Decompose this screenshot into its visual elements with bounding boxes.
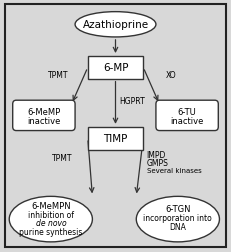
Text: TIMP: TIMP <box>103 134 128 144</box>
Text: 6-TGN: 6-TGN <box>165 205 191 214</box>
Text: GMPS: GMPS <box>147 158 169 167</box>
Text: purine synthesis: purine synthesis <box>19 227 82 236</box>
Text: 6-TU: 6-TU <box>178 108 197 117</box>
Text: HGPRT: HGPRT <box>119 96 145 105</box>
Text: DNA: DNA <box>169 222 186 231</box>
Ellipse shape <box>75 13 156 38</box>
Text: inactive: inactive <box>170 116 204 125</box>
Text: XO: XO <box>166 70 176 79</box>
FancyBboxPatch shape <box>13 101 75 131</box>
Text: 6-MeMPN: 6-MeMPN <box>31 201 71 210</box>
FancyBboxPatch shape <box>5 5 226 247</box>
Text: inactive: inactive <box>27 116 61 125</box>
Text: de novo: de novo <box>36 218 66 228</box>
Text: TPMT: TPMT <box>48 70 68 79</box>
Text: IMPD: IMPD <box>147 150 166 160</box>
Text: 6-MP: 6-MP <box>103 63 128 73</box>
FancyBboxPatch shape <box>156 101 218 131</box>
Text: Several kinases: Several kinases <box>147 167 201 173</box>
Text: inhibition of: inhibition of <box>28 210 74 219</box>
Text: 6-MeMP: 6-MeMP <box>27 108 61 117</box>
Text: incorporation into: incorporation into <box>143 213 212 223</box>
Ellipse shape <box>9 197 92 242</box>
Text: Azathioprine: Azathioprine <box>82 20 149 30</box>
FancyBboxPatch shape <box>88 57 143 79</box>
Text: TPMT: TPMT <box>52 153 73 163</box>
Ellipse shape <box>136 197 219 242</box>
FancyBboxPatch shape <box>88 127 143 150</box>
